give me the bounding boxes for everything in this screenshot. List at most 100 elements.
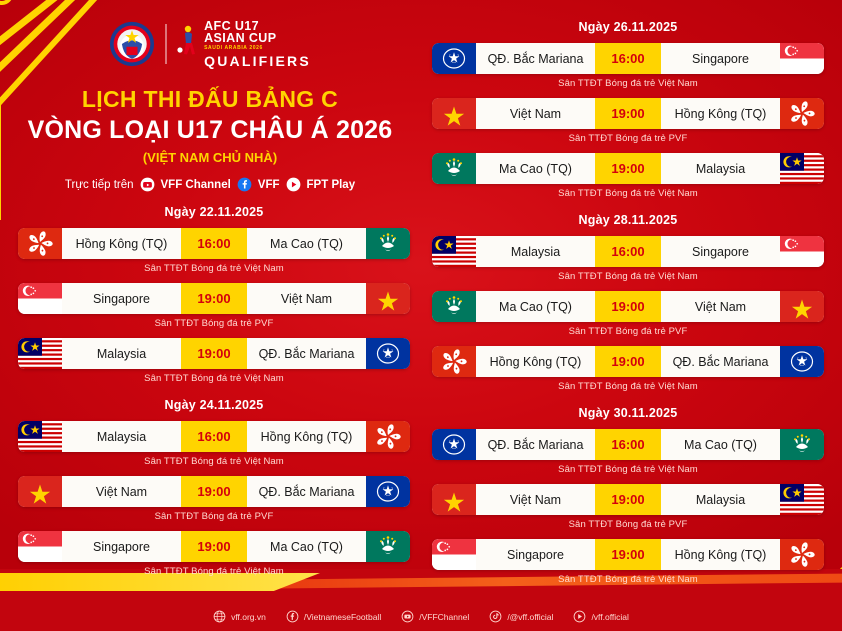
match-row[interactable]: Singapore 19:00 Hồng Kông (TQ) Sân TTĐT …	[432, 539, 824, 585]
broadcast-row: Trực tiếp trên VFF Channel VFF FPT Play	[0, 177, 420, 192]
home-team-name: QĐ. Bắc Mariana	[487, 437, 584, 452]
footer-link[interactable]: /VietnameseFootball	[286, 610, 381, 623]
afc-line2: ASIAN CUP	[204, 31, 277, 46]
youtube-icon[interactable]	[140, 177, 155, 192]
match-row[interactable]: Singapore 19:00 Ma Cao (TQ) Sân TTĐT Bón…	[18, 531, 410, 577]
match-card[interactable]: Việt Nam 19:00 QĐ. Bắc Mariana	[18, 476, 410, 507]
flag-macau-icon	[366, 531, 410, 562]
home-flag-cell	[432, 429, 476, 460]
flag-hongkong-icon	[366, 421, 410, 452]
flag-vietnam-icon	[432, 484, 476, 515]
day-block: Ngày 22.11.2025 Hồng Kông (TQ) 16:00 Ma …	[18, 205, 410, 384]
match-time: 16:00	[595, 43, 661, 74]
match-time: 19:00	[181, 531, 247, 562]
fptplay-icon[interactable]	[286, 177, 301, 192]
match-time: 19:00	[595, 484, 661, 515]
match-card[interactable]: Ma Cao (TQ) 19:00 Malaysia	[432, 153, 824, 184]
away-flag-cell	[780, 484, 824, 515]
footer-link[interactable]: /VFFChannel	[401, 610, 469, 623]
match-card[interactable]: Singapore 19:00 Hồng Kông (TQ)	[432, 539, 824, 570]
away-team-name: Hồng Kông (TQ)	[674, 106, 767, 121]
match-card[interactable]: QĐ. Bắc Mariana 16:00 Ma Cao (TQ)	[432, 429, 824, 460]
footer-link[interactable]: vff.org.vn	[213, 610, 266, 623]
match-card[interactable]: Malaysia 19:00 QĐ. Bắc Mariana	[18, 338, 410, 369]
match-card[interactable]: Việt Nam 19:00 Hồng Kông (TQ)	[432, 98, 824, 129]
youtube-icon	[401, 610, 414, 623]
flag-singapore-icon	[780, 43, 824, 74]
match-venue: Sân TTĐT Bóng đá trẻ Việt Nam	[144, 263, 284, 274]
match-card[interactable]: Hồng Kông (TQ) 19:00 QĐ. Bắc Mariana	[432, 346, 824, 377]
flag-mariana-icon	[366, 476, 410, 507]
footer-link[interactable]: /@vff.official	[489, 610, 553, 623]
home-flag-cell	[432, 43, 476, 74]
match-card[interactable]: QĐ. Bắc Mariana 16:00 Singapore	[432, 43, 824, 74]
match-venue: Sân TTĐT Bóng đá trẻ Việt Nam	[144, 566, 284, 577]
match-row[interactable]: Hồng Kông (TQ) 19:00 QĐ. Bắc Mariana Sân…	[432, 346, 824, 392]
away-flag-cell	[780, 346, 824, 377]
match-venue: Sân TTĐT Bóng đá trẻ PVF	[568, 326, 688, 337]
day-date: Ngày 24.11.2025	[164, 398, 264, 412]
afc-logo: AFC U17 ASIAN CUP SAUDI ARABIA 2026 QUAL…	[177, 20, 311, 68]
flag-hongkong-icon	[432, 346, 476, 377]
home-team-name: Hồng Kông (TQ)	[489, 354, 582, 369]
match-row[interactable]: Việt Nam 19:00 Hồng Kông (TQ) Sân TTĐT B…	[432, 98, 824, 144]
home-flag-cell	[432, 484, 476, 515]
match-row[interactable]: QĐ. Bắc Mariana 16:00 Singapore Sân TTĐT…	[432, 43, 824, 89]
match-venue: Sân TTĐT Bóng đá trẻ Việt Nam	[558, 381, 698, 392]
flag-malaysia-icon	[780, 484, 824, 515]
schedule-column-right: Ngày 26.11.2025 QĐ. Bắc Mariana 16:00 Si…	[432, 20, 824, 599]
home-flag-cell	[432, 346, 476, 377]
away-team-name: Malaysia	[695, 161, 746, 176]
away-team-name: Việt Nam	[280, 291, 333, 306]
home-team-name: Việt Nam	[95, 484, 148, 499]
match-row[interactable]: Malaysia 16:00 Hồng Kông (TQ) Sân TTĐT B…	[18, 421, 410, 467]
away-team-name: QĐ. Bắc Mariana	[258, 346, 355, 361]
tiktok-icon	[489, 610, 502, 623]
facebook-icon[interactable]	[237, 177, 252, 192]
match-card[interactable]: Singapore 19:00 Ma Cao (TQ)	[18, 531, 410, 562]
flag-macau-icon	[366, 228, 410, 259]
match-time: 16:00	[181, 421, 247, 452]
match-card[interactable]: Singapore 19:00 Việt Nam	[18, 283, 410, 314]
match-time: 19:00	[181, 476, 247, 507]
day-block: Ngày 28.11.2025 Malaysia 16:00 Singapore	[432, 213, 824, 392]
match-row[interactable]: Ma Cao (TQ) 19:00 Malaysia Sân TTĐT Bóng…	[432, 153, 824, 199]
match-time: 16:00	[595, 429, 661, 460]
match-venue: Sân TTĐT Bóng đá trẻ Việt Nam	[558, 78, 698, 89]
match-row[interactable]: Hồng Kông (TQ) 16:00 Ma Cao (TQ) Sân TTĐ…	[18, 228, 410, 274]
match-venue: Sân TTĐT Bóng đá trẻ Việt Nam	[144, 373, 284, 384]
away-flag-cell	[366, 531, 410, 562]
logo-divider	[165, 24, 168, 64]
match-card[interactable]: Ma Cao (TQ) 19:00 Việt Nam	[432, 291, 824, 322]
flag-malaysia-icon	[18, 338, 62, 369]
match-row[interactable]: Malaysia 16:00 Singapore Sân TTĐT Bóng đ…	[432, 236, 824, 282]
match-card[interactable]: Malaysia 16:00 Singapore	[432, 236, 824, 267]
footer-link[interactable]: /vff.official	[573, 610, 629, 623]
flag-vietnam-icon	[18, 476, 62, 507]
match-card[interactable]: Việt Nam 19:00 Malaysia	[432, 484, 824, 515]
page-subtitle: (VIỆT NAM CHỦ NHÀ)	[142, 150, 278, 165]
match-row[interactable]: Ma Cao (TQ) 19:00 Việt Nam Sân TTĐT Bóng…	[432, 291, 824, 337]
match-card[interactable]: Malaysia 16:00 Hồng Kông (TQ)	[18, 421, 410, 452]
match-row[interactable]: QĐ. Bắc Mariana 16:00 Ma Cao (TQ) Sân TT…	[432, 429, 824, 475]
page-title-line1: LỊCH THI ĐẤU BẢNG C	[81, 86, 339, 112]
footer-link-label: /@vff.official	[507, 611, 554, 622]
away-flag-cell	[780, 539, 824, 570]
match-row[interactable]: Việt Nam 19:00 QĐ. Bắc Mariana Sân TTĐT …	[18, 476, 410, 522]
match-card[interactable]: Hồng Kông (TQ) 16:00 Ma Cao (TQ)	[18, 228, 410, 259]
home-flag-cell	[432, 153, 476, 184]
match-row[interactable]: Malaysia 19:00 QĐ. Bắc Mariana Sân TTĐT …	[18, 338, 410, 384]
match-row[interactable]: Singapore 19:00 Việt Nam Sân TTĐT Bóng đ…	[18, 283, 410, 329]
match-row[interactable]: Việt Nam 19:00 Malaysia Sân TTĐT Bóng đá…	[432, 484, 824, 530]
match-time: 19:00	[595, 98, 661, 129]
away-team-name: Việt Nam	[694, 299, 747, 314]
match-time: 19:00	[595, 291, 661, 322]
match-time: 19:00	[595, 539, 661, 570]
home-flag-cell	[18, 338, 62, 369]
flag-mariana-icon	[780, 346, 824, 377]
flag-singapore-icon	[432, 539, 476, 570]
home-flag-cell	[18, 476, 62, 507]
match-time: 16:00	[181, 228, 247, 259]
away-flag-cell	[780, 236, 824, 267]
home-team-name: Việt Nam	[509, 106, 562, 121]
